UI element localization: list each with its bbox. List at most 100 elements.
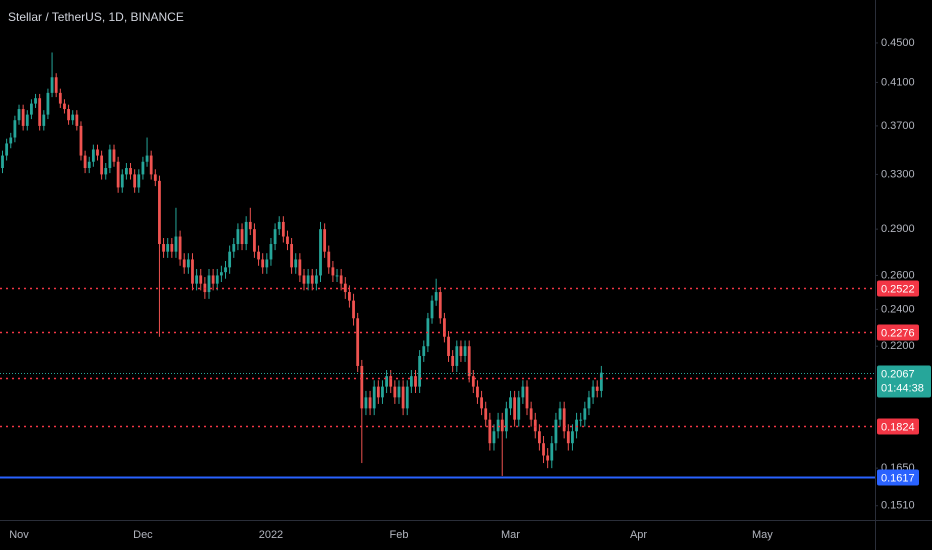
candle-body xyxy=(50,77,54,93)
candle-body xyxy=(75,114,79,126)
y-tick-label: 0.4100 xyxy=(881,76,915,88)
candle-body xyxy=(215,275,219,284)
candle-body xyxy=(290,244,293,268)
candle-body xyxy=(595,386,599,391)
candle-body xyxy=(13,120,17,138)
candle-body xyxy=(343,283,347,293)
candle-body xyxy=(405,386,409,409)
candle-body xyxy=(471,376,475,387)
candle-body xyxy=(112,149,116,162)
candle-body xyxy=(294,259,298,268)
candle-body xyxy=(587,397,591,409)
candle-body xyxy=(182,259,186,268)
candle-body xyxy=(269,244,273,260)
candle-body xyxy=(575,419,578,432)
candle-body xyxy=(257,251,260,260)
candle-body xyxy=(319,229,322,276)
candle-body xyxy=(339,275,343,284)
x-tick-label: Mar xyxy=(501,529,520,541)
candle-body xyxy=(480,397,483,409)
candle-body xyxy=(207,275,211,293)
level-label: 0.1824 xyxy=(881,421,915,433)
candle-body xyxy=(298,259,302,276)
y-tick-label: 0.3300 xyxy=(881,168,915,180)
candle-body xyxy=(509,397,512,409)
candle-body xyxy=(327,251,331,268)
candle-body xyxy=(571,431,574,444)
candle-body xyxy=(21,109,25,126)
candle-body xyxy=(364,397,368,409)
y-tick-label: 0.2200 xyxy=(881,340,915,352)
candle-body xyxy=(104,168,108,175)
candle-body xyxy=(356,318,360,366)
candle-body xyxy=(496,419,500,432)
x-tick-label: May xyxy=(752,529,773,541)
candle-body xyxy=(579,419,583,421)
candle-body xyxy=(108,149,112,169)
candle-body xyxy=(244,221,248,245)
candle-body xyxy=(438,292,442,319)
candle-body xyxy=(46,92,50,115)
price-tag xyxy=(877,365,931,398)
candle-body xyxy=(393,386,397,398)
candle-body xyxy=(550,443,554,461)
candle-body xyxy=(149,155,153,175)
candle-body xyxy=(178,236,182,260)
candle-body xyxy=(17,109,21,121)
candle-body xyxy=(133,174,137,188)
candle-body xyxy=(525,386,529,409)
candle-body xyxy=(376,386,380,398)
candle-body xyxy=(30,103,33,115)
candle-body xyxy=(484,408,488,420)
candle-body xyxy=(451,355,455,366)
candle-body xyxy=(591,386,595,398)
level-label: 0.2276 xyxy=(881,327,915,339)
x-tick-label: Dec xyxy=(133,529,153,541)
candle-body xyxy=(546,455,550,461)
candle-body xyxy=(389,376,393,387)
candle-body xyxy=(360,365,364,409)
price-countdown: 01:44:38 xyxy=(881,382,924,394)
candle-body xyxy=(409,376,413,387)
candle-body xyxy=(517,397,521,420)
candle-body xyxy=(558,408,562,420)
candle-body xyxy=(141,161,145,175)
candle-body xyxy=(529,408,533,420)
candle-body xyxy=(286,236,289,245)
candle-body xyxy=(158,180,161,245)
candle-body xyxy=(583,408,587,420)
x-tick-label: Apr xyxy=(630,529,647,541)
candle-body xyxy=(430,300,434,319)
candle-body xyxy=(273,229,277,245)
candle-body xyxy=(170,244,174,252)
candle-body xyxy=(476,386,479,398)
candle-body xyxy=(253,229,256,252)
y-tick-label: 0.2400 xyxy=(881,303,915,315)
candle-body xyxy=(186,259,190,268)
candle-body xyxy=(162,244,165,252)
level-label: 0.1617 xyxy=(881,472,915,484)
candle-body xyxy=(348,292,351,301)
candle-body xyxy=(447,336,450,356)
candle-body xyxy=(492,431,496,444)
candle-body xyxy=(265,259,269,268)
candle-body xyxy=(91,149,95,162)
candle-body xyxy=(83,155,87,169)
candle-body xyxy=(195,275,199,284)
candle-body xyxy=(385,376,388,387)
candle-body xyxy=(599,372,603,391)
level-label: 0.2522 xyxy=(881,283,915,295)
candle-body xyxy=(100,155,104,175)
x-tick-label: Feb xyxy=(389,529,408,541)
y-tick-label: 0.2900 xyxy=(881,223,915,235)
candle-body xyxy=(224,267,227,273)
candle-body xyxy=(443,318,446,337)
candle-body xyxy=(9,137,13,144)
candle-body xyxy=(79,125,83,156)
candle-body xyxy=(63,103,66,110)
candle-body xyxy=(153,174,157,181)
candle-body xyxy=(314,275,318,284)
candle-body xyxy=(562,408,566,432)
candle-body xyxy=(1,155,4,169)
x-tick-label: Nov xyxy=(9,529,29,541)
